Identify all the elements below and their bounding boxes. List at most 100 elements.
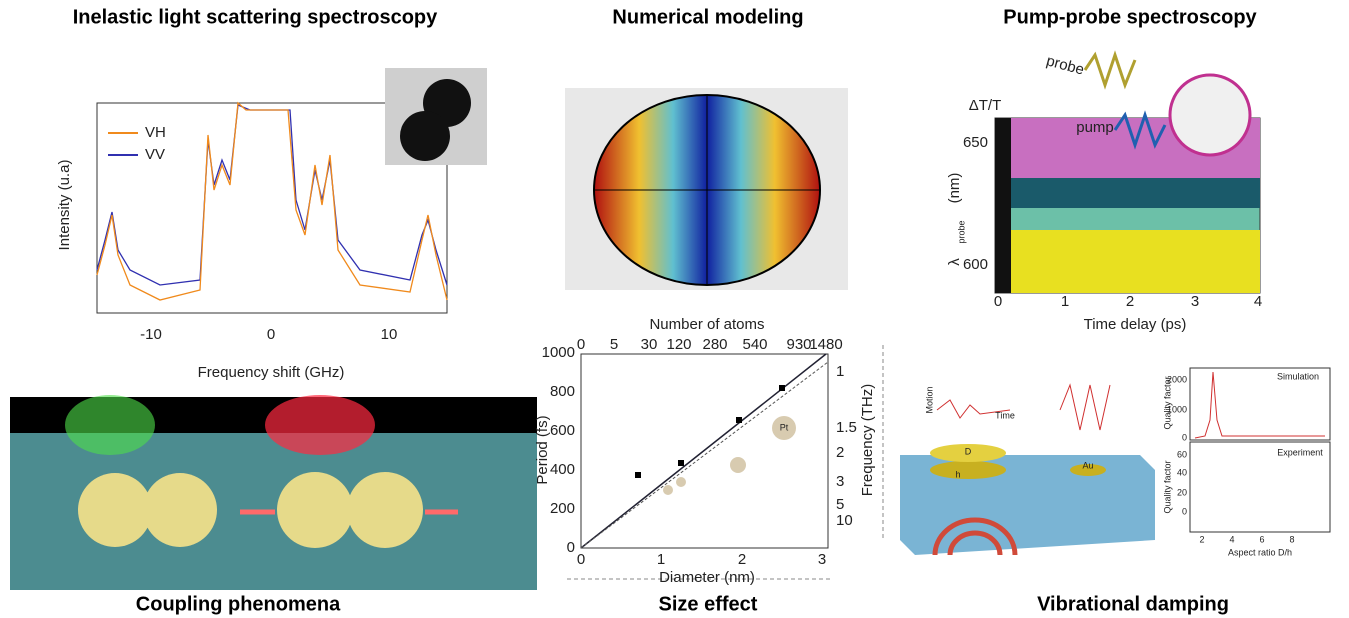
panel-title: Pump-probe spectroscopy <box>1003 6 1257 28</box>
x-tick-label: 1 <box>1061 293 1069 310</box>
annotation: D <box>965 446 972 456</box>
top-tick-label: 120 <box>666 336 691 353</box>
legend-label: VH <box>145 124 166 141</box>
y-axis-label: Quality factor <box>1162 460 1172 513</box>
panel-title: Coupling phenomena <box>136 593 341 615</box>
y-tick-label: 0 <box>567 539 575 556</box>
x-axis-label: Frequency shift (GHz) <box>198 364 345 381</box>
cluster <box>663 485 673 495</box>
top-tick-label: 280 <box>702 336 727 353</box>
y-axis-label: Period (fs) <box>534 415 551 484</box>
point <box>678 460 684 466</box>
annotation: Experiment <box>1277 447 1323 457</box>
top-tick-label: 1480 <box>809 336 842 353</box>
panel-title: Numerical modeling <box>612 6 803 28</box>
x-tick-label: 0 <box>267 326 275 343</box>
sphere <box>347 472 423 548</box>
x-tick-label: 0 <box>994 293 1002 310</box>
right-tick-label: 3 <box>836 473 844 490</box>
annotation: probe <box>1044 52 1085 78</box>
y-axis-label: Intensity (u.a) <box>56 160 73 251</box>
y-axis-label: (nm) <box>946 173 963 204</box>
x-axis-label: Aspect ratio D/h <box>1228 547 1292 557</box>
signal-label: ΔT/T <box>969 97 1002 114</box>
x-tick-label: 10 <box>381 326 398 343</box>
legend-label: VV <box>145 146 165 163</box>
map-band <box>995 118 1011 293</box>
figure: Inelastic light scattering spectroscopy N… <box>0 0 1349 618</box>
map-band <box>995 230 1260 293</box>
y-tick-label: 1000 <box>542 344 575 361</box>
y-tick-label: 60 <box>1177 449 1187 459</box>
x-tick-label: 6 <box>1259 534 1264 544</box>
fit-line <box>581 354 826 548</box>
glow <box>65 395 155 455</box>
glow <box>265 395 375 455</box>
panel-title: Inelastic light scattering spectroscopy <box>73 6 438 28</box>
y-axis-label: probe <box>956 220 966 243</box>
y-tick-label: 650 <box>963 134 988 151</box>
sim-curve <box>1195 372 1325 438</box>
right-axis-label: Frequency (THz) <box>859 384 876 497</box>
annotation: Simulation <box>1277 371 1319 381</box>
y-axis-label: Quality factor <box>1162 376 1172 429</box>
panel-title: Vibrational damping <box>1037 593 1229 615</box>
map-band <box>995 178 1260 208</box>
right-tick-label: 10 <box>836 512 853 529</box>
y-tick-label: 20 <box>1177 487 1187 497</box>
particle <box>400 111 450 161</box>
cluster <box>676 477 686 487</box>
top-tick-label: 0 <box>577 336 585 353</box>
x-tick-label: -10 <box>140 326 162 343</box>
point <box>635 472 641 478</box>
panel-title: Size effect <box>659 593 758 615</box>
x-tick-label: 2 <box>1126 293 1134 310</box>
annotation: Time <box>995 410 1015 420</box>
sphere <box>143 473 217 547</box>
molecule <box>1170 75 1250 155</box>
top-axis-label: Number of atoms <box>649 316 764 333</box>
y-tick-label: 800 <box>550 383 575 400</box>
x-tick-label: 3 <box>818 551 826 568</box>
annotation: Motion <box>924 386 934 413</box>
fit-line <box>581 362 828 548</box>
y-tick-label: 600 <box>550 422 575 439</box>
y-tick-label: 200 <box>550 500 575 517</box>
x-tick-label: 1 <box>657 551 665 568</box>
right-tick-label: 1.5 <box>836 419 857 436</box>
annotation: pump <box>1076 119 1114 136</box>
x-tick-label: 8 <box>1289 534 1294 544</box>
right-tick-label: 1 <box>836 363 844 380</box>
y-tick-label: 40 <box>1177 467 1187 477</box>
annotation: Au <box>1082 460 1093 470</box>
wave <box>1060 385 1110 430</box>
x-tick-label: 3 <box>1191 293 1199 310</box>
right-tick-label: 2 <box>836 444 844 461</box>
x-tick-label: 2 <box>1199 534 1204 544</box>
x-axis-label: Diameter (nm) <box>659 569 755 586</box>
sphere <box>277 472 353 548</box>
x-axis-label: Time delay (ps) <box>1084 316 1187 333</box>
annotation: h <box>955 469 960 479</box>
probe-wave <box>1085 55 1135 85</box>
x-tick-label: 2 <box>738 551 746 568</box>
y-tick-label: 2000 <box>1167 374 1187 384</box>
top-tick-label: 5 <box>610 336 618 353</box>
y-tick-label: 1000 <box>1167 404 1187 414</box>
point <box>779 385 785 391</box>
x-tick-label: 0 <box>577 551 585 568</box>
y-tick-label: 400 <box>550 461 575 478</box>
x-tick-label: 4 <box>1229 534 1234 544</box>
x-tick-label: 4 <box>1254 293 1262 310</box>
right-tick-label: 5 <box>836 496 844 513</box>
sphere <box>78 473 152 547</box>
y-axis-label: λ <box>946 258 963 266</box>
top-tick-label: 30 <box>641 336 658 353</box>
cluster-label: Pt <box>780 422 789 432</box>
y-tick-label: 0 <box>1182 432 1187 442</box>
point <box>736 417 742 423</box>
disk <box>930 461 1006 479</box>
y-tick-label: 0 <box>1182 506 1187 516</box>
cluster <box>730 457 746 473</box>
top-tick-label: 540 <box>742 336 767 353</box>
